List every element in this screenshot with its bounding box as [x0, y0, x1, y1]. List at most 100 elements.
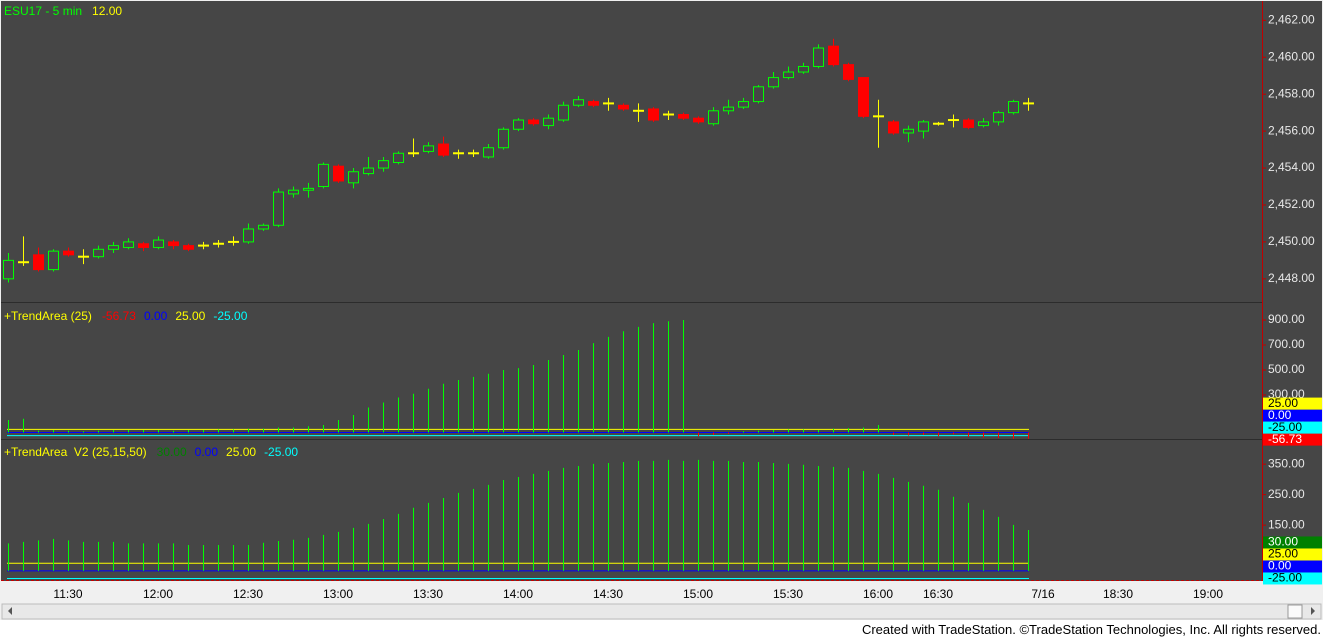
x-tick-label: 11:30 [53, 587, 82, 601]
candle-body [558, 104, 569, 121]
axis-marker-label: 30.00 [1268, 535, 1298, 549]
candle-body [738, 101, 749, 108]
y-tick-label: 2,460.00 [1268, 49, 1315, 63]
candle-body [423, 145, 434, 152]
candle-body [168, 241, 179, 247]
y-tick-label: 2,462.00 [1268, 12, 1315, 26]
x-tick-label: 19:00 [1193, 587, 1223, 601]
candle-body [858, 77, 869, 117]
candle-body [303, 187, 314, 191]
y-tick-label: 2,448.00 [1268, 271, 1315, 285]
chart: 11:30 12:00 12:30 13:00 13:30 14:00 14:30 15:00… [0, 0, 1323, 620]
x-tick-label: 16:30 [923, 587, 953, 601]
candle-body [318, 163, 329, 188]
axis-marker-label: -25.00 [1268, 571, 1302, 585]
x-tick-label: 13:30 [413, 587, 443, 601]
candle-body [483, 147, 494, 158]
candle-body [588, 101, 599, 106]
y-tick-label: 700.00 [1268, 337, 1305, 351]
candle-body [978, 121, 989, 127]
scroll-right[interactable] [1311, 607, 1315, 615]
y-tick-label: 250.00 [1268, 487, 1305, 501]
candle-body [333, 165, 344, 182]
x-tick-label: 18:30 [1103, 587, 1133, 601]
candle-body [273, 191, 284, 226]
candle-body [108, 245, 119, 250]
candle-body [618, 104, 629, 110]
candle-body [528, 119, 539, 125]
x-tick-label: 7/16 [1031, 587, 1055, 601]
x-tick-label: 12:00 [143, 587, 173, 601]
x-tick-label: 15:00 [683, 587, 713, 601]
candle-body [153, 239, 164, 248]
legend-text: ESU17 - 5 min [4, 4, 82, 18]
scroll-left[interactable] [8, 607, 12, 615]
candle-body [183, 245, 194, 250]
candle-body [828, 45, 839, 66]
axis-marker-label: 25.00 [1268, 396, 1298, 410]
candle-body [513, 119, 524, 130]
candle-body [48, 250, 59, 271]
y-tick-label: 2,450.00 [1268, 234, 1315, 248]
candle-body [348, 171, 359, 184]
x-tick-label: 15:30 [773, 587, 803, 601]
y-tick-label: 2,458.00 [1268, 86, 1315, 100]
y-tick-label: 2,452.00 [1268, 197, 1315, 211]
legend-text: -25.00 [213, 309, 247, 323]
axis-marker [1263, 433, 1322, 446]
candle-body [843, 64, 854, 80]
candle-body [963, 119, 974, 128]
candle-body [648, 108, 659, 121]
axis-marker [1263, 536, 1322, 549]
candle-body [63, 250, 74, 256]
axis-marker [1263, 548, 1322, 561]
axis-marker-label: 0.00 [1268, 559, 1292, 573]
y-tick-label: 350.00 [1268, 456, 1305, 470]
axis-marker [1263, 397, 1322, 410]
axis-marker [1263, 409, 1322, 422]
legend-text: 0.00 [195, 445, 219, 459]
candle-body [1008, 101, 1019, 114]
x-tick-label: 13:00 [323, 587, 353, 601]
axis-marker-label: 25.00 [1268, 547, 1298, 561]
candle-body [93, 248, 104, 258]
legend-text: 12.00 [92, 4, 122, 18]
candle-body [543, 117, 554, 127]
candle-body [903, 128, 914, 134]
candle-body [378, 160, 389, 169]
y-tick-label: 2,454.00 [1268, 160, 1315, 174]
candle-body [888, 121, 899, 134]
candle-body [798, 65, 809, 73]
footer: Created with TradeStation. ©TradeStation… [861, 622, 1321, 637]
candle-body [783, 71, 794, 79]
candle-body [708, 110, 719, 125]
scroll-thumb[interactable] [1287, 604, 1303, 619]
legend-text: -56.73 [102, 309, 136, 323]
legend-text: -25.00 [264, 445, 298, 459]
candle-body [678, 113, 689, 119]
candle-body [573, 99, 584, 106]
y-tick-label: 500.00 [1268, 362, 1305, 376]
candle-body [258, 224, 269, 230]
axis-marker [1263, 572, 1322, 585]
candle-body [123, 241, 134, 248]
x-tick-label: 14:00 [503, 587, 533, 601]
candle-body [723, 106, 734, 112]
candle-body [3, 259, 14, 280]
candle-body [288, 189, 299, 195]
candle-body [813, 47, 824, 67]
legend-text: +TrendArea V2 (25,15,50) [4, 445, 147, 459]
legend-text: 0.00 [144, 309, 168, 323]
scrollbar[interactable] [1, 603, 1322, 620]
axis-marker-label: -56.73 [1268, 432, 1302, 446]
candle-body [498, 128, 509, 149]
candle-body [693, 117, 704, 123]
candle-body [993, 112, 1004, 123]
candle-body [243, 228, 254, 243]
x-tick-label: 14:30 [593, 587, 623, 601]
candle-body [138, 243, 149, 248]
plot-background [1, 1, 1322, 581]
legend-text: 25.00 [226, 445, 256, 459]
x-tick-label: 16:00 [863, 587, 893, 601]
candle-body [33, 254, 44, 271]
